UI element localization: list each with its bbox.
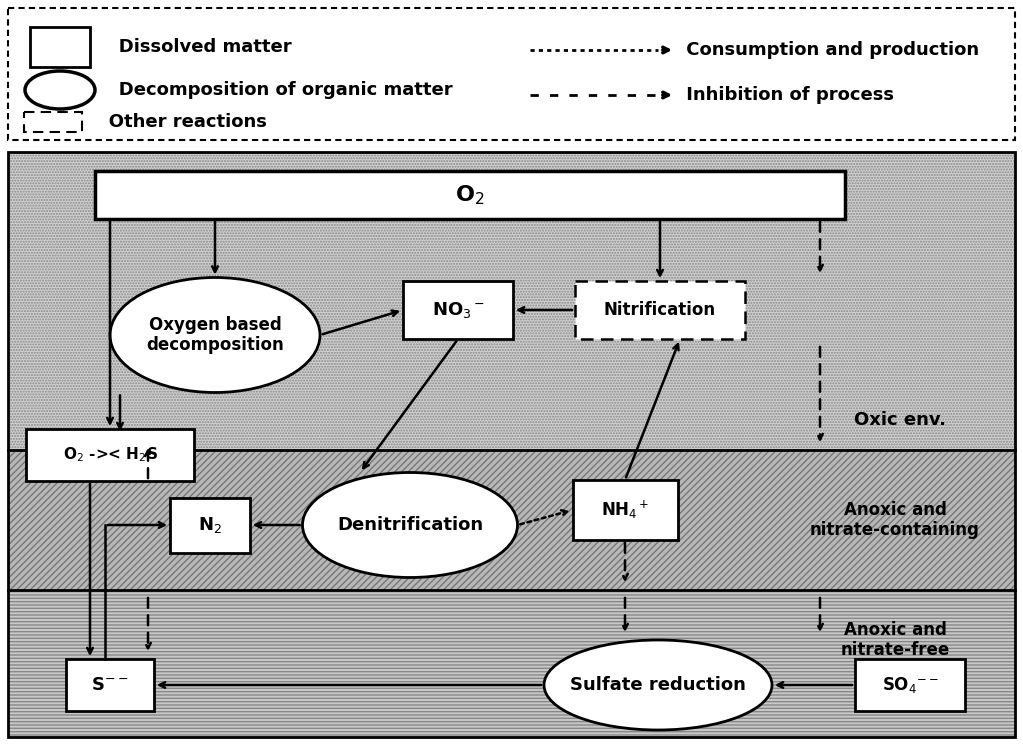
Bar bbox=[8, 8, 1015, 140]
Text: Dissolved matter: Dissolved matter bbox=[100, 38, 292, 56]
Text: N$_2$: N$_2$ bbox=[198, 515, 222, 535]
Text: Inhibition of process: Inhibition of process bbox=[680, 86, 894, 104]
Ellipse shape bbox=[303, 472, 518, 577]
Text: SO$_4$$^{--}$: SO$_4$$^{--}$ bbox=[882, 675, 938, 695]
Bar bbox=[855, 659, 965, 711]
Bar bbox=[8, 590, 1015, 737]
Text: Other reactions: Other reactions bbox=[90, 113, 267, 131]
Text: Oxic env.: Oxic env. bbox=[854, 411, 946, 429]
Text: Anoxic and
nitrate-free: Anoxic and nitrate-free bbox=[840, 621, 949, 659]
Text: Nitrification: Nitrification bbox=[604, 301, 716, 319]
Text: Oxygen based
decomposition: Oxygen based decomposition bbox=[146, 316, 283, 355]
Text: NO$_3$$^-$: NO$_3$$^-$ bbox=[432, 300, 485, 320]
Bar bbox=[403, 281, 513, 339]
Text: S$^{--}$: S$^{--}$ bbox=[91, 676, 129, 694]
Text: O$_2$: O$_2$ bbox=[455, 183, 485, 207]
Bar bbox=[24, 112, 82, 132]
Bar bbox=[95, 171, 845, 219]
Text: Consumption and production: Consumption and production bbox=[680, 41, 979, 59]
Bar bbox=[170, 498, 250, 553]
Text: O$_2$ ->< H$_2$S: O$_2$ ->< H$_2$S bbox=[62, 446, 158, 464]
Ellipse shape bbox=[544, 640, 772, 730]
Bar bbox=[8, 152, 1015, 737]
Bar bbox=[66, 659, 154, 711]
Text: Sulfate reduction: Sulfate reduction bbox=[570, 676, 746, 694]
Text: Decomposition of organic matter: Decomposition of organic matter bbox=[100, 81, 452, 99]
Bar bbox=[26, 429, 194, 481]
Text: Denitrification: Denitrification bbox=[337, 516, 483, 534]
Ellipse shape bbox=[25, 71, 95, 109]
Text: Anoxic and
nitrate-containing: Anoxic and nitrate-containing bbox=[810, 501, 980, 539]
Bar bbox=[30, 27, 90, 67]
Text: NH$_4$$^+$: NH$_4$$^+$ bbox=[601, 499, 650, 522]
Bar bbox=[8, 152, 1015, 450]
Bar bbox=[575, 281, 745, 339]
Ellipse shape bbox=[110, 277, 320, 393]
Bar bbox=[573, 480, 677, 540]
Bar bbox=[8, 450, 1015, 590]
